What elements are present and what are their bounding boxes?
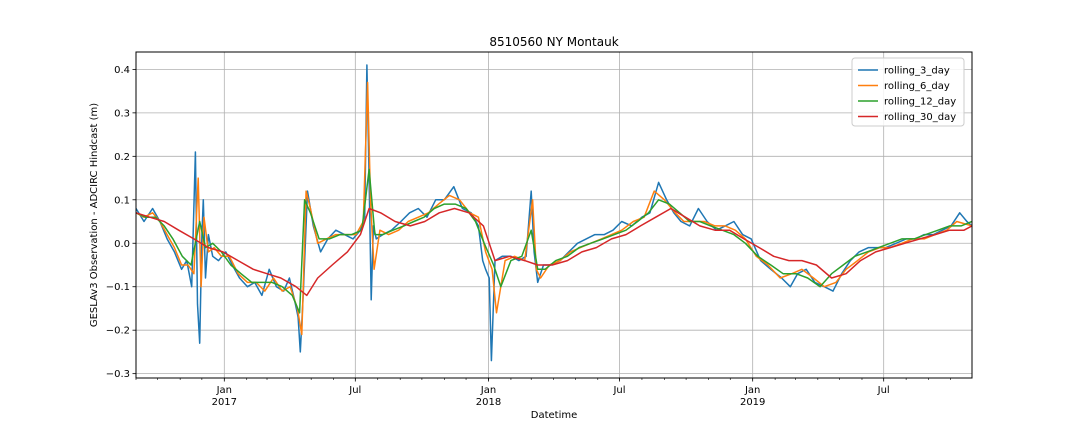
x-tick-label: Jan <box>216 385 232 396</box>
legend-label: rolling_3_day <box>884 66 950 77</box>
x-axis-label: Datetime <box>531 410 578 421</box>
x-tick-label: Jul <box>877 385 890 396</box>
legend-label: rolling_12_day <box>884 97 956 108</box>
series-line-rolling-12-day <box>136 168 972 314</box>
legend-label: rolling_30_day <box>884 112 956 123</box>
y-tick-label: 0.0 <box>114 239 130 250</box>
y-tick-label: −0.2 <box>106 326 130 337</box>
grid <box>136 52 972 378</box>
series-line-rolling-3-day <box>136 64 972 362</box>
legend-label: rolling_6_day <box>884 81 950 92</box>
x-tick-year-label: 2018 <box>476 397 501 408</box>
x-tick-label: Jul <box>612 385 625 396</box>
chart-title: 8510560 NY Montauk <box>489 35 618 49</box>
x-tick-label: Jan <box>744 385 760 396</box>
legend-box <box>851 57 965 127</box>
x-tick-year-label: 2017 <box>212 397 237 408</box>
legend: rolling_3_day rolling_6_day rolling_12_day… <box>851 57 965 127</box>
y-tick-label: −0.3 <box>106 369 130 380</box>
y-axis-label: GESLAv3 Observation - ADCIRC Hindcast (m… <box>89 103 100 327</box>
x-tick-label: Jul <box>348 385 361 396</box>
axes-frame <box>135 51 973 379</box>
series-line-rolling-30-day <box>136 207 972 297</box>
series-group <box>136 64 972 362</box>
y-tick-label: 0.2 <box>114 152 130 163</box>
y-tick-label: 0.1 <box>114 195 130 206</box>
x-tick-label: Jan <box>480 385 496 396</box>
y-tick-label: −0.1 <box>106 282 130 293</box>
x-tick-year-label: 2019 <box>740 397 765 408</box>
y-tick-label: 0.3 <box>114 108 130 119</box>
y-tick-label: 0.4 <box>114 65 130 76</box>
